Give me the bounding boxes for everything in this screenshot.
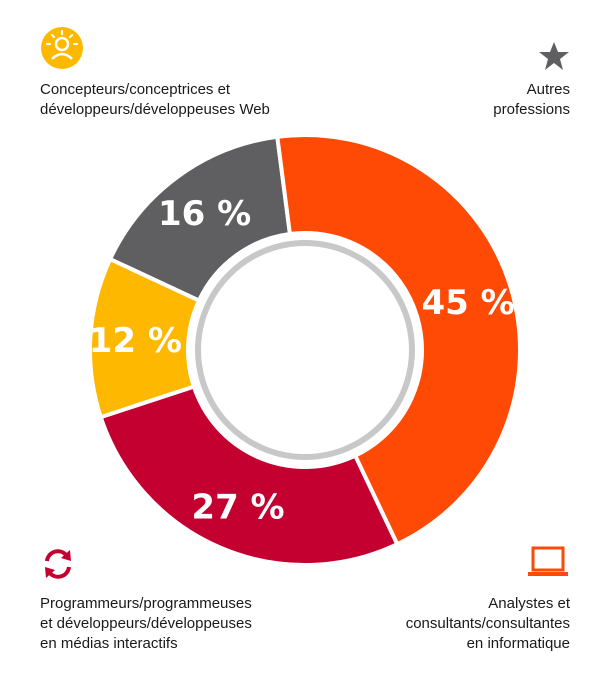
label-line: Programmeurs/programmeuses [40, 595, 252, 612]
label-line: développeurs/développeuses Web [40, 101, 270, 118]
slice-web-developers [88, 256, 202, 420]
label-line: en médias interactifs [40, 635, 178, 652]
value-label-web-developers: 12 % [89, 321, 182, 361]
label-line: et développeurs/développeuses [40, 615, 252, 632]
label-line: Analystes et [488, 595, 570, 612]
value-label-others: 16 % [158, 194, 251, 234]
label-interactive-media: Programmeurs/programmeuses et développeu… [40, 594, 252, 654]
label-line: consultants/consultantes [405, 615, 570, 632]
slice-interactive-media [98, 384, 400, 567]
label-others: Autres professions [493, 80, 570, 120]
label-line: professions [493, 101, 570, 118]
designer-person-icon [40, 26, 84, 70]
value-label-interactive-media: 27 % [191, 487, 284, 527]
value-label-it-analysts: 45 % [421, 283, 514, 323]
slice-it-analysts [275, 133, 522, 547]
label-line: en informatique [466, 635, 570, 652]
star-icon [538, 40, 570, 72]
inner-ring [195, 240, 415, 460]
laptop-icon [526, 544, 570, 580]
label-web-developers: Concepteurs/conceptrices et développeurs… [40, 80, 270, 120]
label-line: Concepteurs/conceptrices et [40, 81, 231, 98]
refresh-arrows-icon [40, 546, 76, 582]
label-line: Autres [526, 81, 570, 98]
label-it-analysts: Analystes et consultants/consultantes en… [406, 594, 570, 654]
